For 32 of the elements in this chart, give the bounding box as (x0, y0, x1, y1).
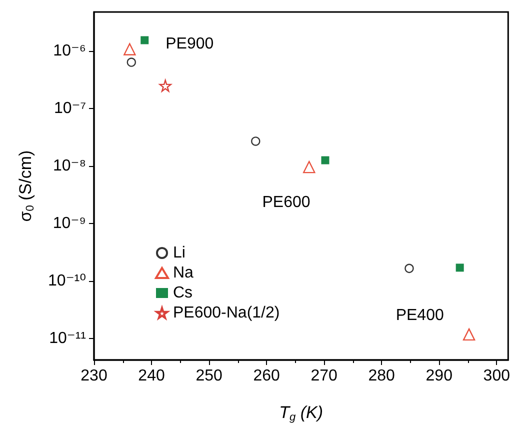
point (303, 160, 316, 174)
point (124, 43, 136, 56)
x-tick-label: 260 (253, 368, 280, 384)
point (321, 156, 330, 164)
x-tick-label: 230 (80, 368, 108, 384)
point (126, 58, 136, 67)
y-tick-label: 10⁻¹⁰ (48, 272, 86, 290)
x-tick-label: 290 (426, 368, 453, 384)
y-axis-title: σ0 (S/cm) (16, 150, 36, 222)
x-tick-label: 270 (310, 368, 338, 384)
annotation: PE400 (396, 307, 444, 324)
point (140, 36, 149, 44)
y-tick-label: 10⁻⁹ (52, 214, 86, 232)
annotation: PE900 (166, 36, 214, 53)
legend-label: Li (173, 244, 186, 262)
point (251, 136, 260, 146)
legend-label: Cs (173, 284, 193, 302)
legend-label: PE600-Na(1/2) (173, 304, 280, 322)
x-tick-label: 240 (138, 368, 165, 384)
x-tick-label: 300 (483, 368, 510, 384)
point (159, 80, 172, 92)
point (404, 264, 414, 274)
annotation: PE600 (262, 194, 310, 211)
y-tick-label: 10⁻¹¹ (49, 330, 86, 347)
point (456, 264, 464, 272)
x-tick-label: 280 (368, 368, 396, 384)
y-tick-label: 10⁻⁸ (53, 158, 86, 175)
x-tick-label: 250 (196, 368, 222, 384)
point (462, 328, 476, 341)
y-tick-label: 10⁻⁷ (54, 100, 86, 118)
y-tick-label: 10⁻⁶ (53, 42, 86, 60)
legend-label: Na (173, 264, 194, 282)
